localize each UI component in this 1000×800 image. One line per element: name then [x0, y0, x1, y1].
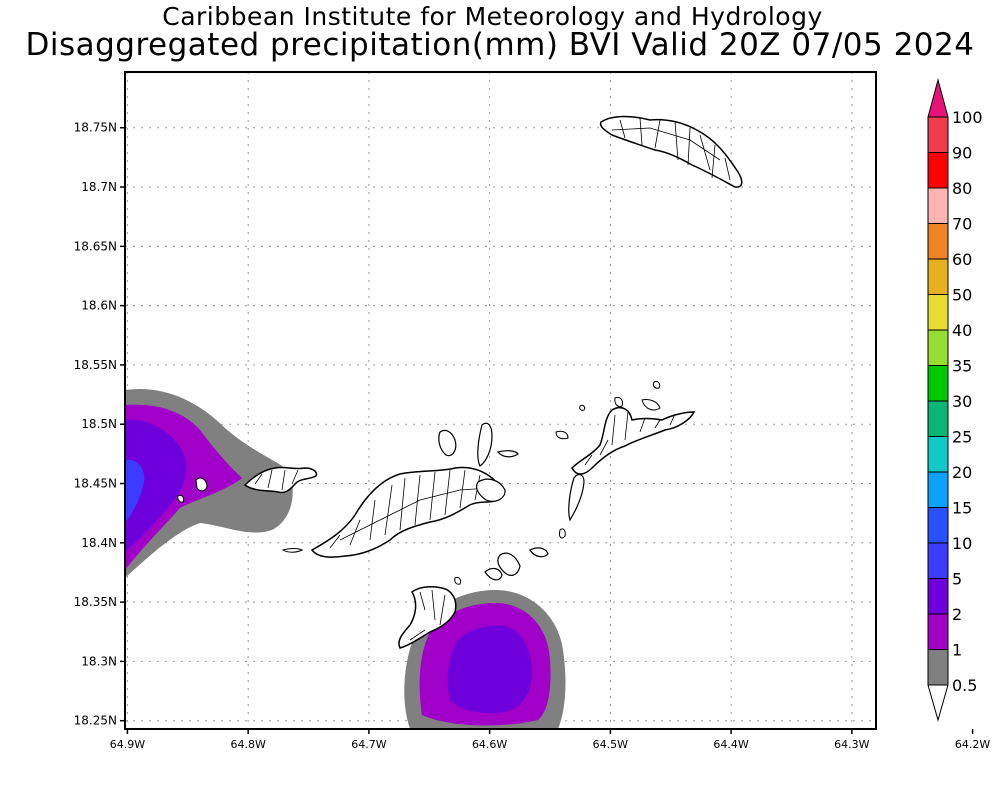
colorbar-label: 90 [952, 144, 972, 163]
island-norman [398, 586, 457, 649]
x-tick-label: 64.8W [230, 738, 265, 751]
y-axis: 18.25N 18.3N 18.35N 18.4N 18.45N 18.5N 18.55N 1… [74, 121, 125, 728]
y-tick-label: 18.5N [81, 417, 117, 431]
x-tick-label: 64.2W [955, 738, 990, 751]
colorbar-band [927, 507, 949, 544]
colorbar-label: 30 [952, 392, 972, 411]
colorbar-label: 0.5 [952, 676, 977, 695]
colorbar-band [927, 116, 949, 153]
colorbar-band [927, 613, 949, 650]
colorbar-bottom-arrow [927, 684, 949, 722]
colorbar-band [927, 152, 949, 189]
island-virgin-gorda [571, 406, 696, 475]
colorbar-band [927, 187, 949, 224]
colorbar-band [927, 542, 949, 579]
y-tick-label: 18.55N [74, 358, 117, 372]
x-tick-label: 64.9W [110, 738, 145, 751]
island-great-camanoe [477, 422, 493, 467]
y-tick-label: 18.3N [81, 654, 117, 668]
island-pelican [454, 577, 462, 585]
island-virgin-gorda-internal-lines [584, 411, 676, 466]
y-tick-label: 18.75N [74, 121, 117, 135]
colorbar-label: 35 [952, 357, 972, 376]
x-tick-label: 64.3W [834, 738, 869, 751]
y-tick-label: 18.7N [81, 180, 117, 194]
colorbar-label: 70 [952, 215, 972, 234]
y-tick-label: 18.6N [81, 299, 117, 313]
precip-south-level-5 [447, 625, 532, 714]
island-west-end-islet [281, 548, 304, 553]
colorbar-label: 10 [952, 534, 972, 553]
island-norman-internal-lines [409, 589, 446, 641]
colorbar-band [927, 471, 949, 508]
island-scrub [496, 450, 519, 458]
island-sandy-cay [177, 495, 185, 503]
colorbar-label: 15 [952, 499, 972, 518]
island-small-islet-2 [579, 404, 586, 411]
colorbar-band [927, 400, 949, 437]
colorbar-label: 20 [952, 463, 972, 482]
colorbar-band [927, 294, 949, 331]
colorbar-label: 40 [952, 321, 972, 340]
x-tick-label: 64.6W [472, 738, 507, 751]
colorbar-band [927, 649, 949, 686]
island-anegada [599, 115, 743, 188]
island-tortola [310, 466, 502, 558]
colorbar-band [927, 258, 949, 295]
island-jost-van-dyke-internal-lines [254, 469, 299, 491]
island-guana [438, 429, 457, 457]
island-eustatia [652, 381, 661, 389]
colorbar-label: 60 [952, 250, 972, 269]
colorbar-band [927, 329, 949, 366]
island-ginger-island [529, 547, 549, 558]
colorbar-label: 5 [952, 570, 962, 589]
chart-title: Caribbean Institute for Meteorology and … [162, 2, 823, 31]
island-tortola-internal-lines [329, 469, 491, 549]
colorbar-band [927, 365, 949, 402]
island-virgin-gorda-south [568, 473, 585, 522]
island-anegada-internal-lines [611, 117, 731, 181]
y-tick-label: 18.45N [74, 477, 117, 491]
x-tick-label: 64.4W [713, 738, 748, 751]
chart-subtitle: Disaggregated precipitation(mm) BVI Vali… [25, 27, 975, 63]
island-mosquito [614, 397, 623, 407]
colorbar-label: 50 [952, 286, 972, 305]
y-tick-label: 18.25N [74, 714, 117, 728]
precip-west-level-10 [125, 459, 145, 522]
colorbar-label: 1 [952, 641, 962, 660]
colorbar-label: 25 [952, 428, 972, 447]
y-tick-label: 18.65N [74, 239, 117, 253]
colorbar-top-arrow [927, 78, 949, 118]
colorbar-label: 100 [952, 108, 983, 127]
island-jost-van-dyke [243, 466, 318, 494]
y-tick-label: 18.35N [74, 595, 117, 609]
island-beef-island [475, 478, 506, 502]
x-tick-label: 64.7W [351, 738, 386, 751]
x-tick-label: 64.5W [593, 738, 628, 751]
island-fallen-jerusalem [559, 528, 566, 539]
island-salt-island [497, 552, 521, 576]
colorbar-band [927, 436, 949, 473]
island-prickly-pear [641, 399, 661, 411]
plot-frame [124, 71, 877, 730]
island-peter-island [484, 567, 503, 581]
colorbar-label: 80 [952, 179, 972, 198]
colorbar-label: 2 [952, 605, 962, 624]
island-outlines [177, 115, 743, 649]
precip-west-level-5 [125, 419, 187, 552]
x-axis: 64.9W 64.8W 64.7W 64.6W 64.5W 64.4W 64.3W 64.2W [110, 729, 990, 751]
colorbar-band [927, 223, 949, 260]
y-tick-label: 18.4N [81, 536, 117, 550]
colorbar-band [927, 578, 949, 615]
island-small-islet-1 [555, 430, 569, 440]
island-little-jost [195, 477, 208, 492]
